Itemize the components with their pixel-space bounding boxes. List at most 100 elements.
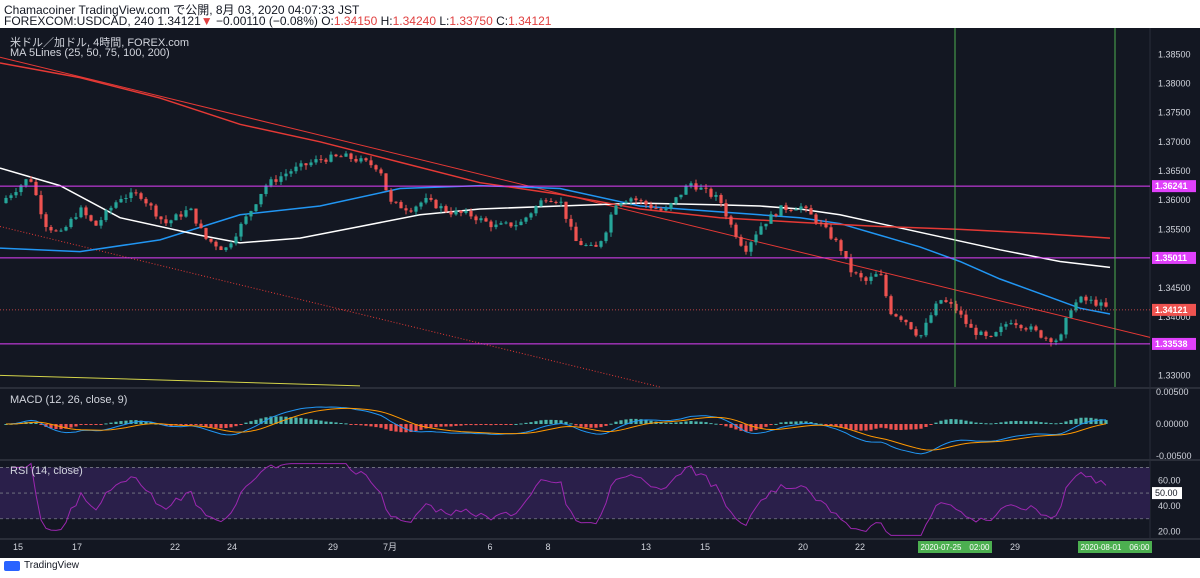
low-label: L: (439, 14, 450, 28)
macd-histogram-bar (594, 424, 598, 428)
macd-histogram-bar (959, 419, 963, 424)
macd-histogram-bar (64, 424, 68, 429)
price-label-box (1152, 180, 1196, 193)
candle-body (624, 201, 628, 204)
candle-body (324, 159, 328, 162)
macd-histogram-bar (669, 422, 673, 424)
macd-histogram-bar (214, 424, 218, 428)
macd-histogram-bar (94, 424, 98, 425)
price-tick-label: 1.34000 (1158, 312, 1191, 322)
macd-indicator-label[interactable]: MACD (12, 26, close, 9) (10, 394, 128, 406)
ma-indicator-label[interactable]: MA 5Lines (25, 50, 75, 100, 200) (10, 47, 170, 59)
candle-body (669, 203, 673, 209)
macd-histogram-bar (899, 424, 903, 431)
macd-histogram-bar (574, 424, 578, 426)
candle-body (1079, 296, 1083, 303)
macd-histogram-bar (879, 424, 883, 428)
macd-histogram-bar (1074, 418, 1078, 424)
macd-histogram-bar (139, 420, 143, 424)
macd-histogram-bar (289, 417, 293, 424)
candle-body (224, 247, 228, 251)
macd-histogram-bar (499, 424, 503, 425)
price-label-text: 1.36241 (1155, 181, 1188, 191)
rsi-indicator-label[interactable]: RSI (14, close) (10, 465, 83, 477)
rsi-band (0, 467, 1150, 519)
macd-histogram-bar (804, 421, 808, 424)
candle-body (954, 303, 958, 311)
macd-histogram-bar (829, 424, 833, 426)
candle-body (229, 243, 233, 248)
candle-body (759, 226, 763, 235)
macd-histogram-bar (779, 422, 783, 424)
macd-histogram-bar (979, 422, 983, 424)
time-tick-label: 6 (487, 542, 492, 552)
candle-body (49, 226, 53, 231)
macd-histogram-bar (964, 420, 968, 424)
candle-body (649, 204, 653, 209)
macd-histogram-bar (1054, 423, 1058, 425)
candle-body (564, 201, 568, 219)
rsi-line (11, 462, 1107, 536)
macd-histogram-bar (369, 424, 373, 427)
macd-histogram-bar (44, 424, 48, 427)
time-tick-label: 15 (13, 542, 23, 552)
candle-body (579, 241, 583, 246)
macd-histogram-bar (394, 424, 398, 432)
macd-histogram-bar (99, 424, 103, 425)
time-tick-label: 7月 (383, 542, 397, 552)
macd-histogram-bar (999, 422, 1003, 424)
candle-body (904, 319, 908, 323)
candle-body (709, 188, 713, 197)
time-tick-label: 20 (798, 542, 808, 552)
main-pane-title: 米ドル／加ドル, 4時間, FOREX.com (10, 37, 190, 49)
macd-histogram-bar (1039, 422, 1043, 424)
candle-body (474, 216, 478, 221)
candle-body (294, 166, 298, 172)
macd-histogram-bar (659, 422, 663, 424)
candle-body (389, 190, 393, 202)
candle-body (654, 208, 658, 210)
candle-body (584, 244, 588, 246)
macd-histogram-bar (529, 422, 533, 424)
macd-histogram-bar (644, 419, 648, 424)
candle-body (259, 193, 263, 205)
macd-histogram-bar (364, 424, 368, 426)
candle-body (9, 195, 13, 198)
price-tick-label: 1.34500 (1158, 283, 1191, 293)
candle-body (429, 197, 433, 200)
macd-histogram-bar (904, 424, 908, 430)
macd-histogram-bar (609, 423, 613, 425)
rsi-value-box (1152, 487, 1182, 500)
candle-body (404, 208, 408, 211)
macd-histogram-bar (484, 424, 488, 425)
candle-body (889, 296, 893, 315)
last-price: 1.34121 (157, 14, 201, 28)
candle-body (1029, 326, 1033, 330)
candle-body (659, 208, 663, 211)
candle-body (949, 301, 953, 304)
macd-histogram-bar (534, 421, 538, 424)
macd-histogram-bar (344, 423, 348, 425)
macd-histogram-bar (839, 424, 843, 428)
ma-line-ma25 (0, 184, 1111, 315)
candle-body (824, 222, 828, 228)
time-label-box (1078, 541, 1152, 553)
candle-body (1074, 302, 1078, 311)
macd-tick-label: 0.00000 (1156, 419, 1189, 429)
candle-body (914, 329, 918, 336)
candle-body (644, 200, 648, 205)
macd-histogram-bar (859, 424, 863, 431)
macd-histogram-bar (649, 420, 653, 424)
macd-histogram-bar (339, 423, 343, 425)
candle-body (634, 198, 638, 201)
candle-body (699, 187, 703, 190)
candle-body (534, 206, 538, 214)
macd-histogram-bar (704, 422, 708, 424)
ma-line-ma75 (0, 167, 1111, 269)
macd-histogram-bar (329, 421, 333, 424)
macd-histogram-bar (954, 419, 958, 424)
macd-histogram-bar (929, 424, 933, 425)
candle-body (454, 210, 458, 215)
macd-histogram-bar (909, 424, 913, 430)
price-label-box (1152, 337, 1196, 350)
